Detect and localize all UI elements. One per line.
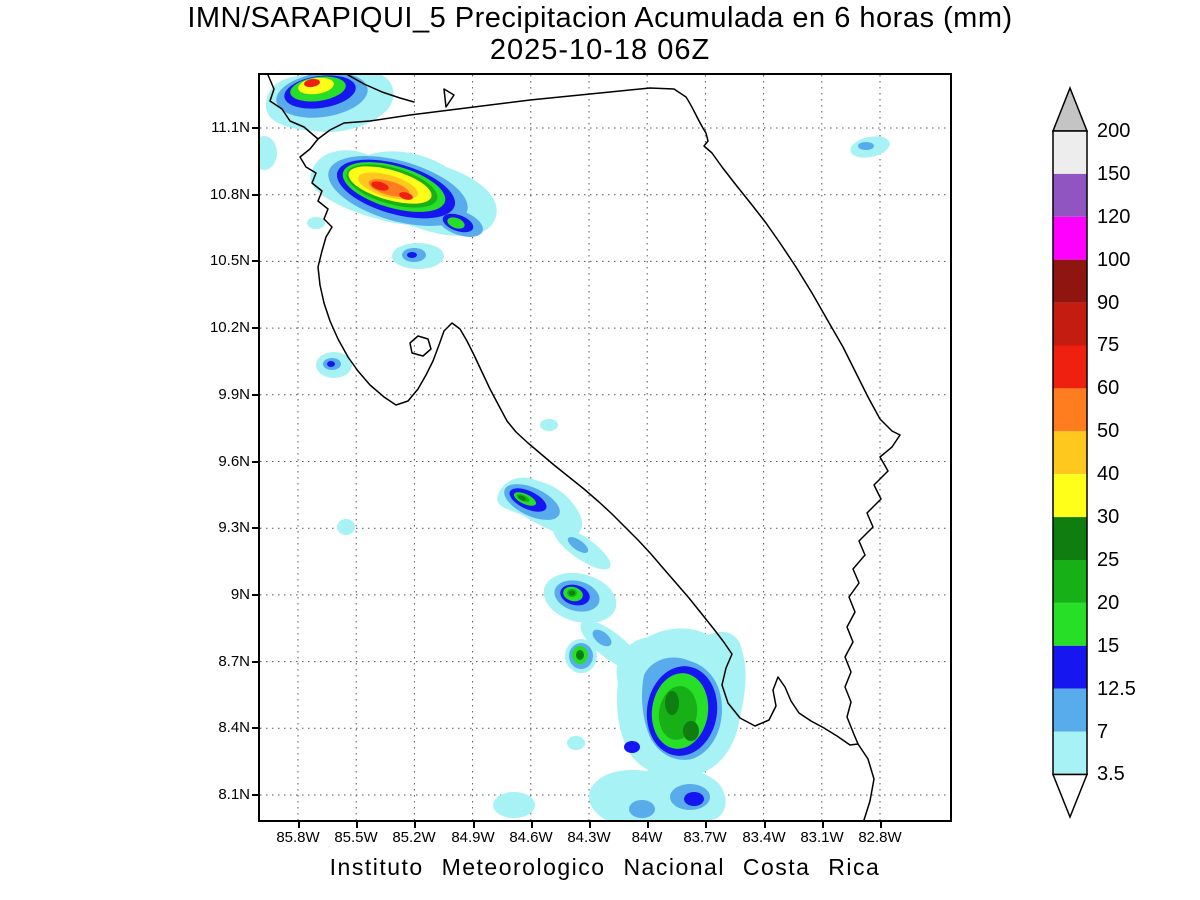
colorbar-tick-label: 20	[1097, 592, 1120, 614]
colorbar-segment	[1053, 474, 1087, 518]
precip-green-shape	[447, 217, 465, 229]
precipitation-shading	[260, 75, 890, 820]
colorbar-segment	[1053, 645, 1087, 689]
lon-tick-label: 83.7W	[669, 820, 741, 847]
colorbar-segment	[1053, 560, 1087, 603]
colorbar-segment	[1053, 517, 1087, 560]
colorbar-tick-label: 75	[1097, 334, 1120, 356]
colorbar-tick-label: 30	[1097, 506, 1120, 528]
lon-tick-label: 85.8W	[262, 820, 334, 847]
colorbar-tick-label: 3.5	[1097, 763, 1125, 785]
colorbar-arrow-below	[1051, 773, 1089, 820]
precip-lightblue-shape	[592, 629, 612, 647]
island-chira	[409, 335, 432, 357]
colorbar-tick-label: 90	[1097, 292, 1120, 314]
precip-lightblue-shape	[629, 800, 655, 818]
precip-darkgreen-shape	[518, 495, 526, 501]
colorbar-segment	[1053, 431, 1087, 475]
map-plot-area	[258, 73, 952, 822]
map-canvas	[260, 75, 950, 820]
colorbar-segment	[1053, 173, 1087, 217]
colorbar-tick-label: 12.5	[1097, 678, 1136, 700]
lat-tick-label: 10.8N	[178, 185, 250, 205]
colorbar-segment	[1053, 731, 1087, 775]
lat-tick-label: 10.2N	[178, 318, 250, 338]
colorbar-tick-label: 200	[1097, 120, 1131, 142]
lat-tick-label: 9.6N	[178, 452, 250, 472]
precip-darkblue-shape	[624, 741, 640, 753]
colorbar-canvas	[1051, 85, 1089, 820]
precip-red-shape	[371, 181, 389, 191]
chart-subtitle: 2025-10-18 06Z	[489, 34, 711, 66]
colorbar-segment	[1053, 216, 1087, 260]
colorbar-tick-label: 120	[1097, 206, 1131, 228]
colorbar-tick-label: 100	[1097, 249, 1131, 271]
coastline-path-north-caribbean-panama	[267, 75, 901, 820]
lat-tick-label: 9.9N	[178, 385, 250, 405]
gridlines-horizontal	[260, 127, 950, 796]
lon-tick-label: 85.2W	[378, 820, 450, 847]
precip-cyan-shape	[260, 136, 277, 170]
lon-tick-label: 85.5W	[320, 820, 392, 847]
precip-cyan-shape	[540, 419, 558, 431]
colorbar-tick-label: 7	[1097, 721, 1109, 743]
precip-darkgreen-shape	[569, 590, 575, 596]
colorbar-segment	[1053, 688, 1087, 732]
colorbar-tick-label: 50	[1097, 420, 1120, 442]
lon-tick-label: 84.3W	[553, 820, 625, 847]
lon-tick-label: 83.4W	[728, 820, 800, 847]
colorbar-segment	[1053, 345, 1087, 389]
coastline-path-lake-shore	[347, 75, 415, 103]
coastline-path-pacific	[299, 138, 859, 746]
precip-cyan-shape	[337, 519, 355, 535]
lon-tick-label: 84W	[611, 820, 683, 847]
lat-tick-label: 8.7N	[178, 652, 250, 672]
lon-tick-label: 82.8W	[844, 820, 916, 847]
colorbar	[1050, 85, 1090, 820]
gridlines	[260, 75, 950, 820]
colorbar-segment	[1053, 388, 1087, 432]
colorbar-arrow-above	[1051, 85, 1089, 132]
colorbar-tick-label: 150	[1097, 163, 1131, 185]
chart-title: IMN/SARAPIQUI_5 Precipitacion Acumulada …	[187, 2, 1013, 34]
precip-red-shape	[399, 192, 413, 200]
colorbar-tick-label: 15	[1097, 635, 1120, 657]
colorbar-tick-label: 60	[1097, 377, 1120, 399]
colorbar-segment	[1053, 302, 1087, 346]
precip-lightblue-shape	[858, 142, 874, 150]
precip-red-shape	[304, 78, 320, 88]
footer-credit: Instituto Meteorologico Nacional Costa R…	[329, 854, 881, 880]
lon-tick-label: 83.1W	[786, 820, 858, 847]
coastline	[267, 75, 901, 820]
lat-tick-label: 8.4N	[178, 718, 250, 738]
precip-cyan-shape	[307, 217, 325, 229]
lat-tick-label: 11.1N	[178, 118, 250, 138]
colorbar-tick-label: 40	[1097, 463, 1120, 485]
lat-tick-label: 9N	[178, 585, 250, 605]
precip-darkgreen-shape	[683, 721, 699, 741]
precip-darkblue-shape	[407, 252, 417, 258]
lon-tick-label: 84.6W	[495, 820, 567, 847]
island-lake-triangle	[443, 88, 455, 108]
colorbar-segment	[1053, 259, 1087, 303]
precip-darkblue-shape	[327, 361, 335, 367]
colorbar-segment	[1053, 131, 1087, 174]
colorbar-tick-label: 25	[1097, 549, 1120, 571]
precip-lightblue-shape	[567, 536, 589, 554]
precip-darkgreen-shape	[665, 691, 679, 715]
lat-tick-label: 10.5N	[178, 251, 250, 271]
gridlines-vertical	[297, 75, 881, 820]
lat-tick-label: 9.3N	[178, 518, 250, 538]
precip-darkblue-shape	[684, 792, 704, 806]
precip-cyan-shape	[493, 792, 535, 818]
precip-darkgreen-shape	[576, 650, 584, 660]
lat-tick-label: 8.1N	[178, 785, 250, 805]
colorbar-segment	[1053, 602, 1087, 646]
lon-tick-label: 84.9W	[437, 820, 509, 847]
precip-cyan-shape	[567, 736, 585, 750]
